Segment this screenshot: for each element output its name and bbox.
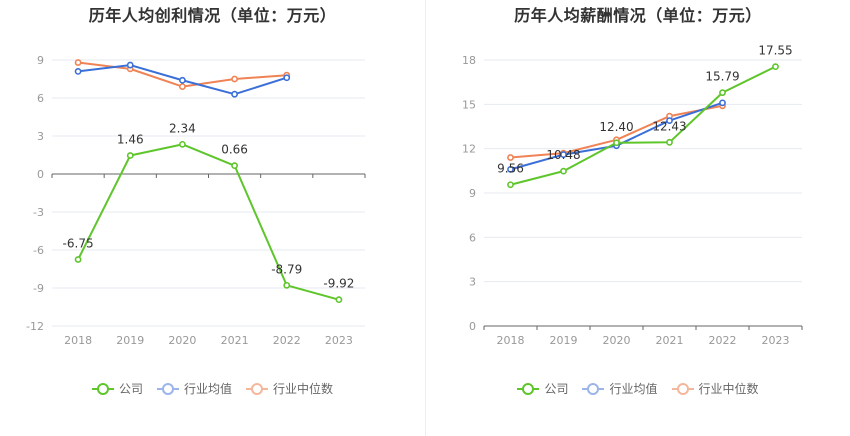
x-tick-label: 2023 [325,334,353,347]
data-point-industry-avg [179,76,186,84]
chart-title: 历年人均创利情况（单位：万元） [88,6,337,25]
legend-company-marker-icon [91,382,114,395]
y-tick-label: 6 [469,231,476,244]
data-point-industry-avg [126,61,134,69]
y-tick-label: 6 [37,92,44,105]
legend-item-industry-avg[interactable]: 行业均值 [156,380,232,397]
data-label: 15.79 [705,70,739,84]
data-point-company [719,89,726,97]
chart-title: 历年人均薪酬情况（单位：万元） [514,6,762,25]
data-label: 12.43 [652,119,686,133]
legend-item-industry-median[interactable]: 行业中位数 [246,380,333,397]
data-label: 1.46 [117,133,144,147]
data-point-industry-median [74,59,82,66]
data-label: -6.75 [63,237,94,251]
profit-line-chart: 9 6 3 0 -3 -6 -9 -12 2018 2019 2020 2021 2022 2023 -6.… [26,54,366,347]
data-point-industry-median [231,75,238,83]
data-point-industry-median [507,154,514,161]
legend-item-company[interactable]: 公司 [91,380,143,397]
legend-label: 行业中位数 [698,382,759,396]
data-point-company [666,138,673,146]
legend-item-company[interactable]: 公司 [517,380,568,397]
y-tick-label: -12 [26,320,44,333]
data-point-company [179,140,186,148]
data-point-industry-avg [560,151,567,158]
x-tick-label: 2021 [656,334,684,347]
legend-label: 行业均值 [183,382,232,396]
series-line-company [510,65,776,186]
y-tick-label: -9 [33,282,44,295]
data-label: 10.48 [546,148,580,162]
x-tick-label: 2023 [762,334,790,347]
series-line-industry-avg [510,101,723,171]
y-tick-label: -6 [33,244,44,257]
data-point-industry-avg [666,117,673,124]
y-tick-label: -3 [33,206,44,219]
data-point-industry-avg [719,99,726,107]
y-tick-label: 0 [37,168,44,181]
x-tick-label: 2018 [497,334,525,347]
data-point-industry-avg [231,90,238,98]
legend-label: 行业均值 [609,382,658,396]
x-tick-label: 2019 [116,334,144,347]
y-tick-label: 3 [469,276,476,289]
legend-industry-median-marker-icon [671,382,694,395]
salary-line-chart: 18 15 12 9 6 3 0 2018 2019 2020 2021 2022 2023 9.56 10… [462,44,803,347]
y-tick-label: 9 [37,54,44,67]
data-point-industry-avg [74,68,82,75]
x-tick-label: 2018 [64,334,92,347]
data-label: 17.55 [758,44,792,58]
data-label: 2.34 [169,121,196,135]
data-point-company [231,162,238,170]
data-label: 9.56 [497,162,524,176]
y-tick-label: 15 [462,98,476,111]
y-tick-label: 18 [462,54,476,67]
data-point-company [74,256,82,263]
data-point-company [126,152,134,159]
x-tick-label: 2022 [273,334,301,347]
data-point-company [613,139,620,147]
x-tick-label: 2019 [550,334,578,347]
legend-label: 公司 [118,382,143,396]
series-line-company [77,143,340,301]
data-point-company [283,281,291,289]
data-label: -9.92 [323,277,354,291]
profit-chart-panel: 历年人均创利情况（单位：万元） 9 6 3 0 -3 -6 -9 -12 2018 2019 202… [0,6,425,397]
chart-legend: 公司 行业均值 行业中位数 [0,380,425,397]
legend-industry-avg-marker-icon [156,382,179,395]
data-point-company [335,296,343,304]
data-label: 0.66 [221,143,248,157]
legend-industry-median-marker-icon [246,382,268,395]
data-label: -8.79 [271,262,302,276]
legend-item-industry-avg[interactable]: 行业均值 [582,380,658,397]
data-point-industry-avg [507,165,514,173]
y-tick-label: 9 [469,187,476,200]
legend-company-marker-icon [517,382,540,395]
legend-industry-avg-marker-icon [582,382,605,395]
legend-label: 公司 [544,382,569,396]
data-point-industry-median [179,83,186,90]
x-tick-label: 2020 [168,334,196,347]
x-tick-label: 2021 [221,334,249,347]
data-label: 12.40 [599,120,633,134]
legend-label: 行业中位数 [273,382,334,396]
chart-legend: 公司 行业均值 行业中位数 [426,380,850,397]
data-point-company [560,167,567,175]
x-tick-label: 2020 [603,334,631,347]
y-tick-label: 3 [37,130,44,143]
y-tick-label: 0 [469,320,476,333]
data-point-company [507,181,514,189]
salary-chart-panel: 历年人均薪酬情况（单位：万元） 18 15 12 9 6 3 0 2018 2019 2020 20… [426,0,850,436]
data-point-company [772,63,779,71]
y-tick-label: 12 [462,143,476,156]
data-point-industry-avg [283,74,291,82]
panel-divider [425,0,426,436]
legend-item-industry-median[interactable]: 行业中位数 [671,380,759,397]
x-tick-label: 2022 [709,334,737,347]
